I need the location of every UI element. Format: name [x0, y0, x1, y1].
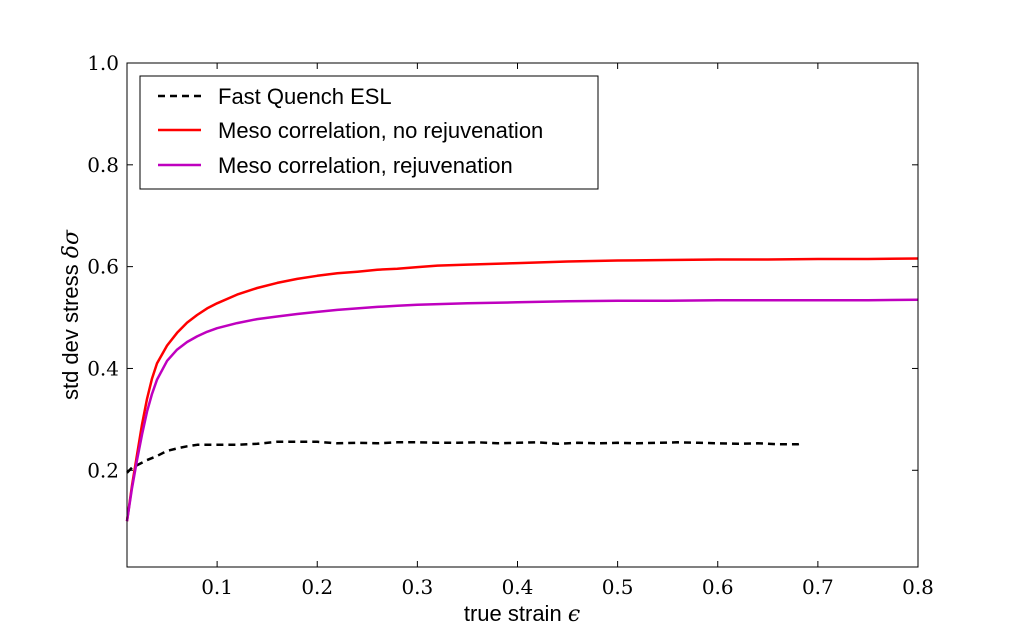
- y-axis-title: std dev stress δσ: [58, 229, 84, 400]
- x-tick-label: 0.4: [502, 575, 534, 599]
- series-line-fast-quench-esl: [126, 440, 804, 474]
- x-tick-label: 0.6: [702, 575, 734, 599]
- legend: Fast Quench ESL Meso correlation, no rej…: [139, 75, 599, 190]
- y-tick-label: 0.4: [87, 356, 119, 380]
- legend-label-fast-quench-esl: Fast Quench ESL: [218, 84, 392, 109]
- tick-layer: 0.1 0.2 0.3 0.4 0.5 0.6 0.7 0.8 0.2 0.4 0.6 0.8 1.0: [87, 51, 934, 599]
- legend-label-meso-no-rejuvenation: Meso correlation, no rejuvenation: [218, 118, 543, 143]
- y-tick-label: 1.0: [87, 51, 119, 75]
- y-tick-label: 0.6: [87, 255, 119, 279]
- legend-frame: [139, 75, 599, 190]
- y-axis-title-text: std dev stress: [58, 264, 83, 400]
- x-axis-title-text: true strain: [464, 601, 562, 626]
- y-tick-label: 0.8: [87, 153, 119, 177]
- x-tick-label: 0.8: [902, 575, 934, 599]
- series-layer: [125, 257, 919, 522]
- x-tick-label: 0.7: [802, 575, 834, 599]
- x-axis-title: true strain ϵ: [464, 601, 580, 627]
- series-line-meso-correlation-rejuvenation: [125, 298, 919, 522]
- x-tick-label: 0.2: [301, 575, 333, 599]
- plot-frame: [126, 62, 919, 568]
- x-tick-label: 0.1: [201, 575, 233, 599]
- series-line-meso-correlation-no-rejuvenation: [125, 257, 919, 522]
- x-tick-label: 0.5: [602, 575, 634, 599]
- x-axis-title-symbol: ϵ: [568, 602, 580, 627]
- y-tick-label: 0.2: [87, 458, 119, 482]
- legend-label-meso-rejuvenation: Meso correlation, rejuvenation: [218, 153, 513, 178]
- y-axis-title-symbol: δσ: [59, 229, 84, 258]
- x-tick-label: 0.3: [401, 575, 433, 599]
